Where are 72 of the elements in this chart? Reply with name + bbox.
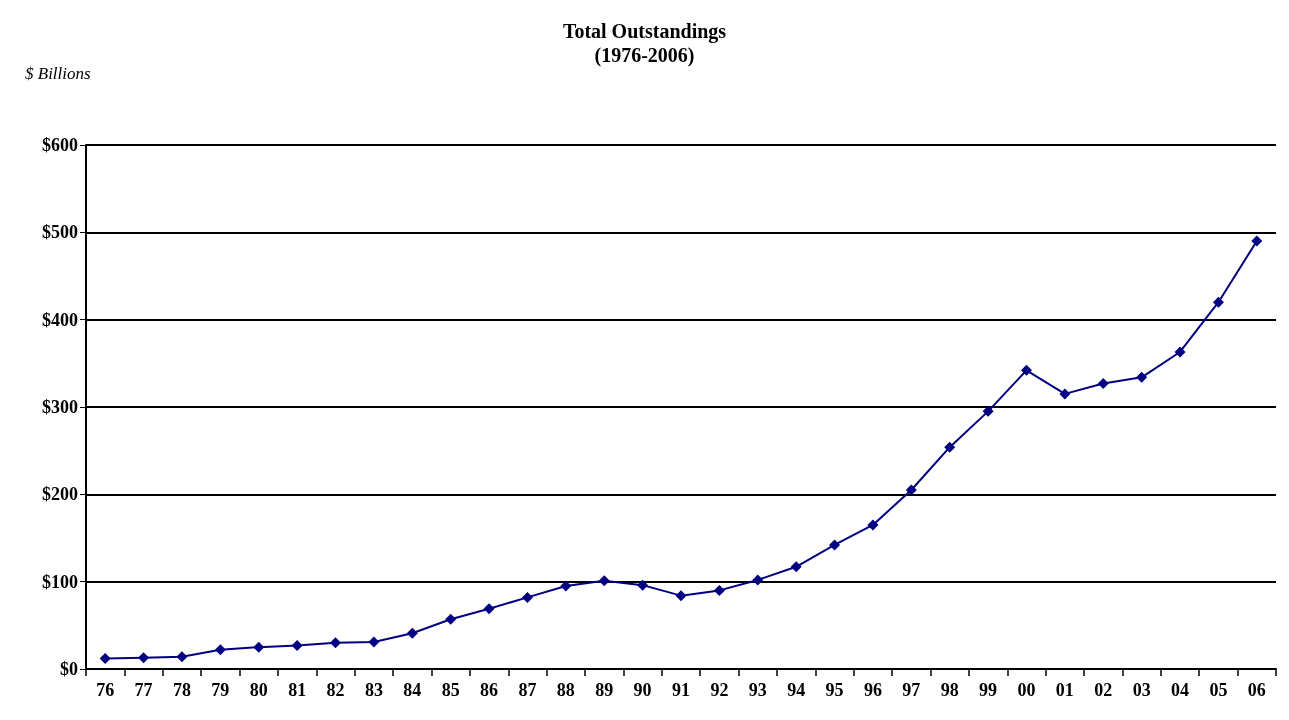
point [752, 574, 764, 586]
point [138, 652, 150, 664]
x-tick-label: 85 [441, 680, 460, 700]
x-tick-label: 88 [556, 680, 575, 700]
y-tick-label: $200 [42, 484, 78, 505]
y-tick-label: $500 [42, 222, 78, 243]
point [598, 575, 610, 587]
point [291, 639, 303, 651]
point [560, 580, 572, 592]
y-tick-label: $400 [42, 309, 78, 330]
point [1059, 388, 1071, 400]
point [829, 539, 841, 551]
point [445, 613, 457, 625]
point [483, 603, 495, 615]
x-tick-label: 86 [480, 680, 499, 700]
x-tick-label: 83 [364, 680, 383, 700]
point [1097, 377, 1109, 389]
point [1136, 371, 1148, 383]
x-tick-label: 95 [825, 680, 844, 700]
x-tick-label: 91 [672, 680, 690, 700]
point [1020, 364, 1032, 376]
x-tick-label: 04 [1171, 680, 1190, 700]
point [1251, 235, 1263, 247]
point [253, 641, 265, 653]
x-tick-label: 93 [748, 680, 767, 700]
x-tick-label: 02 [1094, 680, 1113, 700]
x-tick-label: 94 [787, 680, 806, 700]
point [982, 405, 994, 417]
x-tick-label: 84 [403, 680, 422, 700]
point [214, 644, 226, 656]
x-tick-label: 97 [902, 680, 921, 700]
point [368, 636, 380, 648]
x-tick-label: 89 [595, 680, 614, 700]
x-tick-label: 99 [979, 680, 998, 700]
x-tick-label: 96 [863, 680, 882, 700]
chart-title: Total Outstandings [562, 20, 727, 43]
x-tick-label: 81 [288, 680, 307, 700]
x-tick-label: 90 [633, 680, 652, 700]
y-tick-label: $0 [60, 659, 78, 679]
y-tick-label: $300 [42, 397, 78, 417]
point [1174, 346, 1186, 358]
y-axis-title: $ Billions [25, 64, 92, 83]
x-tick-label: 92 [710, 680, 729, 700]
x-tick-label: 05 [1209, 680, 1228, 700]
x-tick-label: 98 [940, 680, 959, 700]
point [406, 627, 418, 639]
x-tick-label: 78 [172, 680, 191, 700]
chart-subtitle: (1976-2006) [594, 44, 695, 67]
point [905, 484, 917, 496]
x-tick-label: 79 [211, 680, 230, 700]
x-tick-label: 76 [96, 680, 115, 700]
y-tick-label: $600 [42, 135, 78, 155]
point [790, 561, 802, 573]
x-tick-label: 06 [1247, 680, 1266, 700]
point [521, 591, 533, 603]
point [867, 519, 879, 531]
point [1212, 296, 1224, 308]
x-tick-label: 77 [134, 680, 153, 700]
x-tick-label: 82 [326, 680, 345, 700]
x-tick-label: 01 [1055, 680, 1074, 700]
x-tick-label: 87 [518, 680, 537, 700]
x-tick-label: 03 [1132, 680, 1151, 700]
point [675, 590, 687, 602]
x-tick-label: 00 [1017, 680, 1036, 700]
x-tick-label: 80 [249, 680, 268, 700]
point [944, 441, 956, 453]
y-tick-label: $100 [42, 571, 78, 592]
point [330, 637, 342, 649]
point [176, 651, 188, 663]
point [713, 584, 725, 596]
point [99, 653, 111, 665]
point [637, 579, 649, 591]
